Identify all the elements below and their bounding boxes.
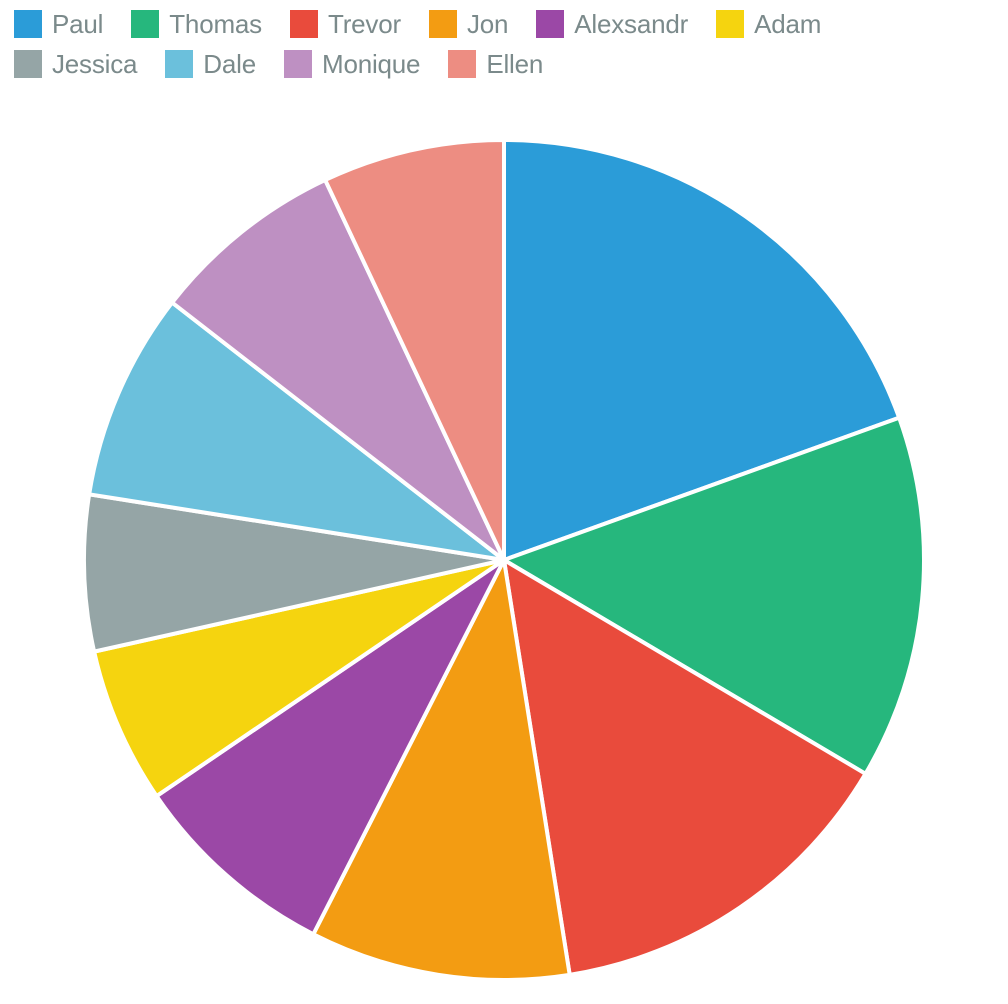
legend-item-alexsandr[interactable]: Alexsandr bbox=[536, 10, 688, 38]
pie-chart-area bbox=[0, 120, 1008, 1004]
legend-item-paul[interactable]: Paul bbox=[14, 10, 103, 38]
legend-item-dale[interactable]: Dale bbox=[165, 50, 256, 78]
legend-item-trevor[interactable]: Trevor bbox=[290, 10, 401, 38]
legend-swatch bbox=[131, 10, 159, 38]
legend-swatch bbox=[14, 50, 42, 78]
legend-label: Ellen bbox=[486, 49, 543, 80]
legend-label: Adam bbox=[754, 9, 821, 40]
legend-swatch bbox=[290, 10, 318, 38]
legend-swatch bbox=[284, 50, 312, 78]
legend-item-ellen[interactable]: Ellen bbox=[448, 50, 543, 78]
legend-item-monique[interactable]: Monique bbox=[284, 50, 420, 78]
legend-swatch bbox=[165, 50, 193, 78]
legend-label: Paul bbox=[52, 9, 103, 40]
chart-container: Paul Thomas Trevor Jon Alexsandr Adam Je… bbox=[0, 0, 1008, 1004]
legend-label: Dale bbox=[203, 49, 256, 80]
pie-chart bbox=[64, 120, 944, 1000]
legend-swatch bbox=[429, 10, 457, 38]
legend-label: Jon bbox=[467, 9, 508, 40]
legend: Paul Thomas Trevor Jon Alexsandr Adam Je… bbox=[14, 10, 994, 90]
legend-item-adam[interactable]: Adam bbox=[716, 10, 821, 38]
legend-label: Jessica bbox=[52, 49, 137, 80]
legend-item-thomas[interactable]: Thomas bbox=[131, 10, 262, 38]
legend-swatch bbox=[14, 10, 42, 38]
legend-item-jessica[interactable]: Jessica bbox=[14, 50, 137, 78]
legend-label: Trevor bbox=[328, 9, 401, 40]
legend-swatch bbox=[716, 10, 744, 38]
legend-label: Thomas bbox=[169, 9, 262, 40]
legend-swatch bbox=[536, 10, 564, 38]
legend-label: Monique bbox=[322, 49, 420, 80]
legend-swatch bbox=[448, 50, 476, 78]
legend-item-jon[interactable]: Jon bbox=[429, 10, 508, 38]
legend-label: Alexsandr bbox=[574, 9, 688, 40]
